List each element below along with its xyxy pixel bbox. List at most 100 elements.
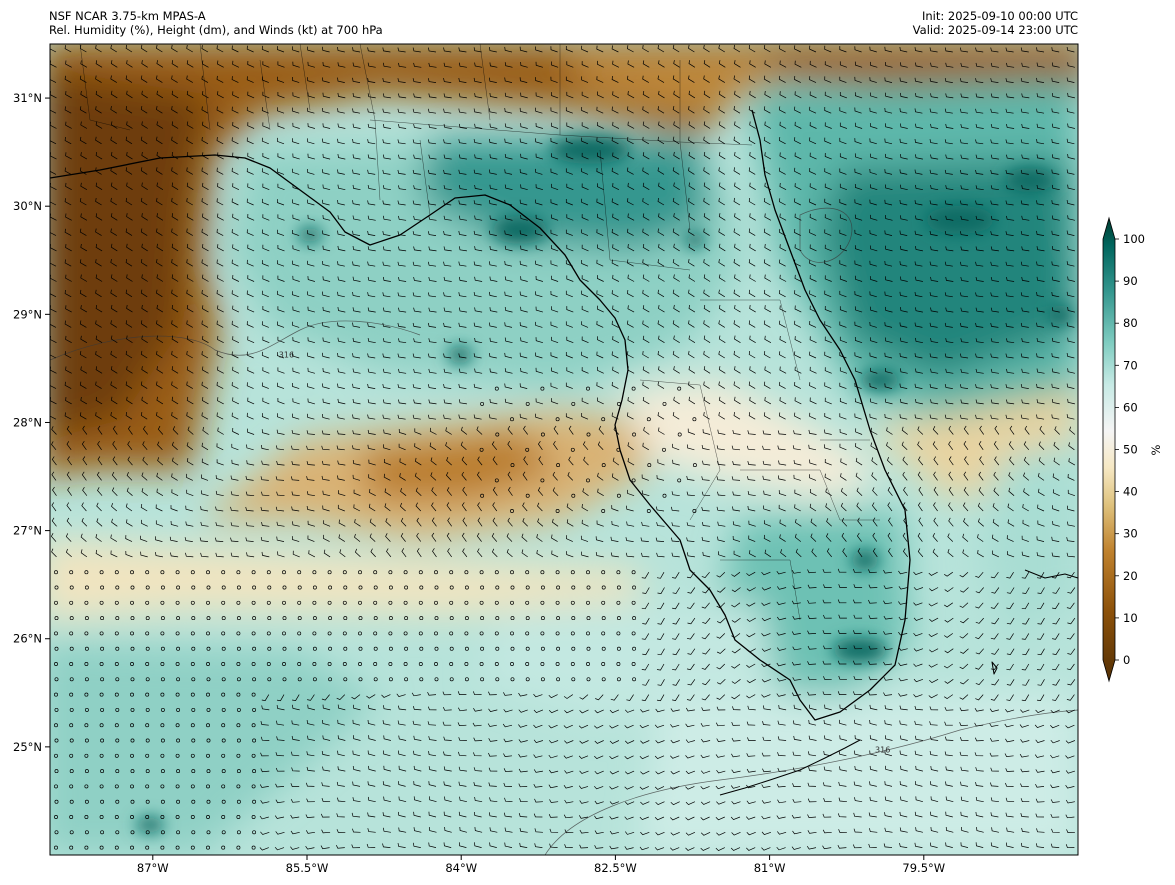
- wind-barb: [810, 518, 817, 527]
- wind-barb: [367, 414, 376, 420]
- wind-barb: [171, 106, 178, 114]
- wind-barb: [806, 846, 817, 850]
- wind-barb: [869, 704, 878, 711]
- wind-barb: [1022, 587, 1030, 594]
- wind-barb: [381, 694, 391, 698]
- wind-barb: [489, 353, 497, 359]
- wind-barb: [201, 198, 209, 206]
- wind-barb: [944, 78, 953, 83]
- wind-barb: [731, 587, 741, 593]
- wind-barb: [277, 321, 285, 328]
- wind-barb: [657, 459, 665, 466]
- wind-barb: [276, 736, 285, 741]
- wind-barb: [382, 399, 391, 405]
- wind-barb: [430, 457, 437, 466]
- wind-barb: [978, 441, 984, 451]
- wind-barb: [489, 842, 497, 848]
- wind-barb: [156, 243, 164, 252]
- calm-wind-marker: [160, 570, 165, 575]
- wind-barb: [352, 399, 361, 405]
- wind-barb: [428, 842, 437, 848]
- calm-wind-marker: [631, 662, 636, 666]
- wind-barb: [427, 47, 437, 53]
- wind-barb: [776, 693, 786, 697]
- calm-wind-marker: [100, 738, 105, 743]
- wind-barb: [944, 414, 953, 420]
- wind-barb: [915, 735, 923, 741]
- wind-barb: [975, 602, 984, 609]
- wind-barb: [883, 692, 893, 696]
- wind-barb: [382, 47, 391, 53]
- calm-wind-marker: [84, 600, 89, 605]
- wind-barb: [232, 336, 240, 344]
- wind-barb: [974, 737, 984, 742]
- wind-barb: [504, 108, 513, 114]
- wind-barb: [1006, 93, 1015, 99]
- wind-barb: [565, 199, 573, 206]
- wind-barb: [246, 106, 254, 114]
- wind-barb: [261, 694, 270, 701]
- wind-barb: [807, 645, 817, 650]
- calm-wind-marker: [130, 830, 135, 835]
- wind-barb: [657, 75, 665, 83]
- wind-barb: [688, 90, 696, 99]
- wind-barb: [427, 384, 437, 389]
- wind-barb: [854, 61, 863, 68]
- calm-wind-marker: [282, 631, 286, 636]
- wind-barb: [535, 260, 543, 267]
- wind-barb: [428, 736, 437, 741]
- wind-barb: [126, 304, 133, 313]
- wind-barb: [900, 123, 908, 129]
- wind-barb: [809, 152, 817, 160]
- calm-wind-marker: [373, 631, 378, 636]
- wind-barb: [854, 367, 863, 374]
- wind-barb: [550, 229, 558, 236]
- wind-barb: [929, 139, 938, 145]
- wind-barb: [473, 737, 483, 742]
- wind-barb: [944, 617, 954, 623]
- wind-barb: [215, 506, 224, 512]
- calm-wind-marker: [69, 585, 74, 590]
- wind-barb: [673, 60, 680, 68]
- calm-wind-marker: [328, 585, 333, 590]
- wind-barb: [443, 185, 452, 191]
- wind-barb: [217, 91, 224, 99]
- wind-barb: [960, 338, 969, 344]
- wind-barb: [824, 412, 832, 420]
- wind-barb: [202, 305, 209, 313]
- wind-barb: [701, 506, 710, 512]
- wind-barb: [382, 154, 391, 160]
- wind-barb: [292, 153, 300, 160]
- calm-wind-marker: [236, 570, 241, 575]
- wind-barb: [884, 812, 893, 818]
- wind-barb: [156, 366, 164, 374]
- wind-barb: [899, 383, 908, 389]
- wind-barb: [292, 107, 300, 114]
- wind-barb: [612, 457, 620, 466]
- wind-barb: [489, 62, 498, 68]
- wind-barb: [913, 632, 923, 637]
- wind-barb: [246, 229, 254, 236]
- wind-barb: [642, 136, 649, 145]
- wind-barb: [1052, 617, 1060, 625]
- wind-barb: [839, 275, 848, 282]
- wind-barb: [202, 244, 209, 252]
- wind-barb: [321, 750, 330, 757]
- calm-wind-marker: [601, 600, 606, 605]
- wind-barb: [551, 550, 559, 558]
- wind-barb: [413, 62, 422, 68]
- wind-barb: [655, 801, 665, 806]
- calm-wind-marker: [206, 769, 211, 774]
- wind-barb: [125, 167, 133, 175]
- wind-barb: [945, 781, 953, 787]
- wind-barb: [686, 694, 695, 701]
- calm-wind-marker: [479, 447, 484, 452]
- wind-barb: [412, 108, 421, 114]
- wind-barb: [839, 367, 848, 374]
- wind-barb: [627, 152, 635, 160]
- wind-barb: [1051, 200, 1060, 206]
- wind-barb: [869, 245, 878, 252]
- wind-barb: [321, 445, 330, 451]
- calm-wind-marker: [494, 386, 499, 391]
- wind-barb: [673, 304, 680, 313]
